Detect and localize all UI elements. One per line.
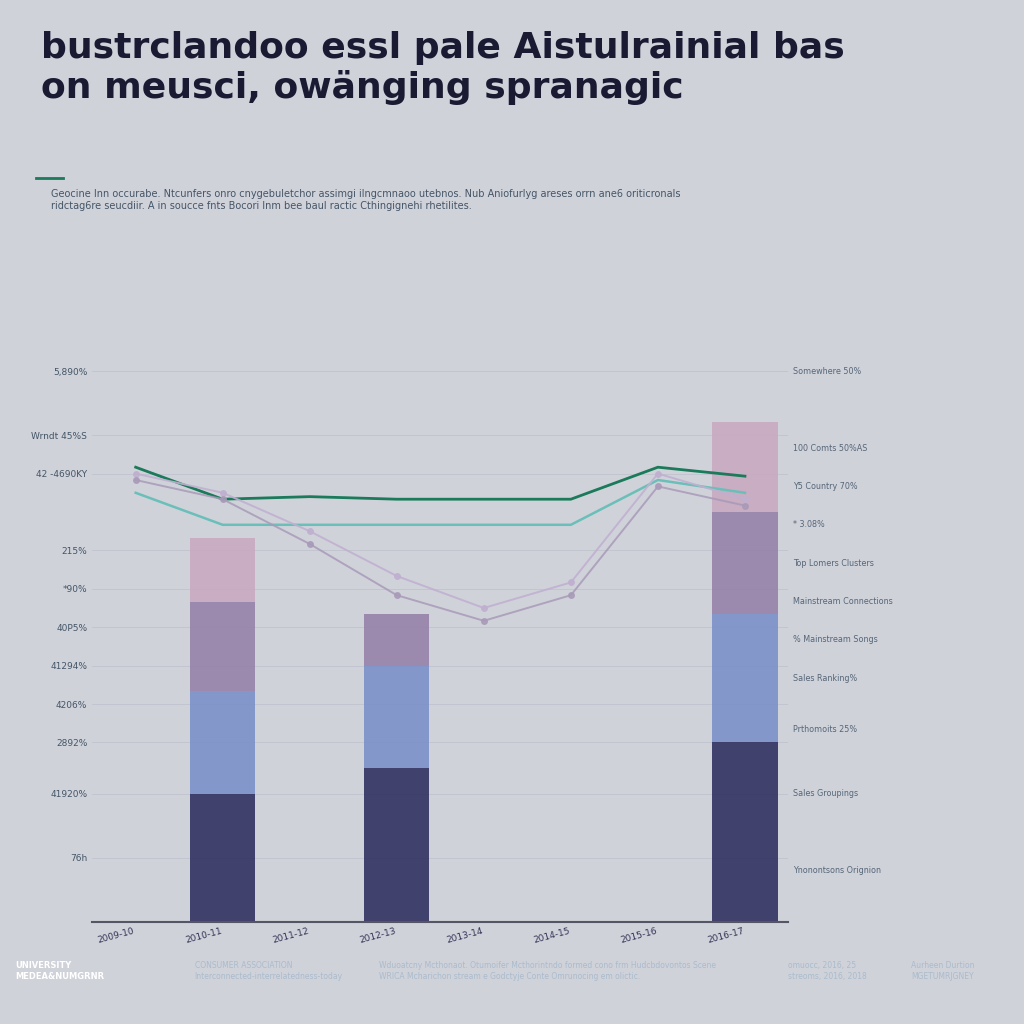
Text: Sales Ranking%: Sales Ranking% <box>793 674 857 683</box>
Bar <box>713 423 777 512</box>
Text: Ynonontsons Orignion: Ynonontsons Orignion <box>793 866 881 874</box>
Bar <box>190 602 255 691</box>
Text: Aurheen Durtion
MGETUMRJGNEY: Aurheen Durtion MGETUMRJGNEY <box>911 962 975 981</box>
Text: Mainstream Connections: Mainstream Connections <box>793 597 893 606</box>
Text: Y5 Country 70%: Y5 Country 70% <box>793 482 858 490</box>
Bar <box>190 691 255 794</box>
Text: Top Lomers Clusters: Top Lomers Clusters <box>793 559 873 567</box>
Text: Sales Groupings: Sales Groupings <box>793 790 858 798</box>
Bar <box>190 538 255 602</box>
Text: Somewhere 50%: Somewhere 50% <box>793 367 861 376</box>
Bar <box>713 742 777 922</box>
Text: Wduoatcny Mcthonaot. Otumoifer Mcthorintndo formed cono frm Hudcbdovontos Scene
: Wduoatcny Mcthonaot. Otumoifer Mcthorint… <box>379 962 716 981</box>
Text: bustrclandoo essl pale Aistulrainial bas
on meusci, owänging spranagic: bustrclandoo essl pale Aistulrainial bas… <box>41 31 845 105</box>
Text: * 3.08%: * 3.08% <box>793 520 824 529</box>
Text: UNIVERSITY
MEDEA&NUMGRNR: UNIVERSITY MEDEA&NUMGRNR <box>15 962 104 981</box>
Text: omuocc, 2016, 25
streoms, 2016, 2018: omuocc, 2016, 25 streoms, 2016, 2018 <box>788 962 867 981</box>
Text: 100 Comts 50%AS: 100 Comts 50%AS <box>793 443 867 453</box>
Text: Geocine Inn occurabe. Ntcunfers onro cnygebuletchor assimgi ilngcmnaoo utebnos. : Geocine Inn occurabe. Ntcunfers onro cny… <box>51 189 681 211</box>
Bar <box>190 794 255 922</box>
Bar <box>365 614 429 666</box>
Bar <box>365 768 429 922</box>
Bar <box>713 614 777 742</box>
Text: Prthomoits 25%: Prthomoits 25% <box>793 725 857 734</box>
Text: CONSUMER ASSOCIATION
Interconnected-interrelatedness-today: CONSUMER ASSOCIATION Interconnected-inte… <box>195 962 343 981</box>
Bar <box>365 666 429 768</box>
Text: % Mainstream Songs: % Mainstream Songs <box>793 636 878 644</box>
Bar <box>713 512 777 614</box>
